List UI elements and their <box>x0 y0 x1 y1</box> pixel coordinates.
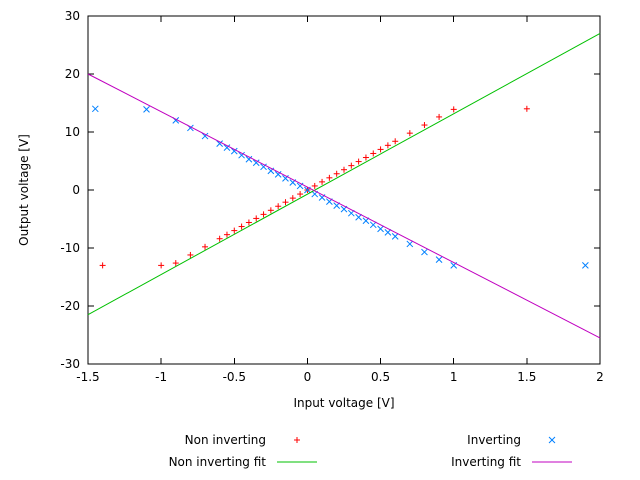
series-inverting <box>91 105 589 269</box>
cross-marker <box>582 262 589 269</box>
y-axis-label: Output voltage [V] <box>17 134 31 246</box>
x-tick-label: 2 <box>596 370 604 384</box>
y-tick-label: -20 <box>60 299 80 313</box>
legend-label: Non inverting fit <box>168 454 266 469</box>
y-tick-label: -10 <box>60 241 80 255</box>
plot-area: -1.5 -1 -0.5 0 0.5 1 1.5 2 -30 -20 -10 0 10 20 30 <box>60 9 604 384</box>
cross-marker <box>201 132 209 140</box>
cross-marker <box>377 225 384 233</box>
cross-marker <box>260 163 267 171</box>
x-tick-label: 0 <box>304 370 312 384</box>
x-tick-label: 1 <box>450 370 458 384</box>
y-tick-label: 30 <box>65 9 80 23</box>
legend-item-non-inverting-fit: Non inverting fit <box>65 452 320 471</box>
cross-marker <box>230 147 238 155</box>
x-tick-label: -1.5 <box>76 370 99 384</box>
cross-marker <box>172 117 180 124</box>
fit-line <box>87 32 601 316</box>
cross-marker <box>238 151 245 159</box>
legend-item-inverting-fit: Inverting fit <box>320 452 575 471</box>
x-tick-label: 1.5 <box>517 370 536 384</box>
cross-marker <box>391 233 399 240</box>
y-tick-label: 10 <box>65 125 80 139</box>
legend-marker-sample <box>548 436 556 443</box>
cross-marker <box>274 170 282 178</box>
legend-sample-non-inverting <box>294 436 300 443</box>
legend-sample-non-inverting-fit <box>277 461 317 462</box>
cross-marker <box>421 248 428 256</box>
series-inverting-fit <box>87 73 601 339</box>
legend-label: Inverting fit <box>451 454 521 469</box>
legend: Non inverting Inverting Non inverting fit I… <box>0 430 640 471</box>
y-tick-label: 20 <box>65 67 80 81</box>
legend-item-inverting: Inverting <box>320 430 575 449</box>
x-axis-label: Input voltage [V] <box>293 396 395 410</box>
fit-line <box>87 73 601 339</box>
legend-item-non-inverting: Non inverting <box>65 430 320 449</box>
y-tick-label: -30 <box>60 357 80 371</box>
legend-sample-inverting <box>548 436 556 443</box>
cross-marker <box>245 155 253 163</box>
legend-label: Non inverting <box>184 432 266 447</box>
legend-label: Inverting <box>467 432 521 447</box>
cross-marker <box>406 240 414 248</box>
cross-marker <box>91 105 99 113</box>
x-tick-label: -0.5 <box>223 370 246 384</box>
cross-marker <box>369 221 377 229</box>
cross-marker <box>355 213 362 221</box>
cross-marker <box>435 256 443 263</box>
series-non-inverting-fit <box>87 32 601 316</box>
legend-sample-inverting-fit <box>532 461 572 462</box>
cross-marker <box>252 159 260 167</box>
plot-border <box>87 15 601 365</box>
cross-marker <box>143 106 150 113</box>
cross-marker <box>223 144 231 152</box>
cross-marker <box>187 124 194 132</box>
cross-marker <box>216 140 224 147</box>
y-tick-label: 0 <box>72 183 80 197</box>
cross-marker <box>384 228 392 236</box>
x-tick-label: -1 <box>155 370 167 384</box>
series-non-inverting <box>99 105 530 269</box>
x-tick-label: 0.5 <box>371 370 390 384</box>
